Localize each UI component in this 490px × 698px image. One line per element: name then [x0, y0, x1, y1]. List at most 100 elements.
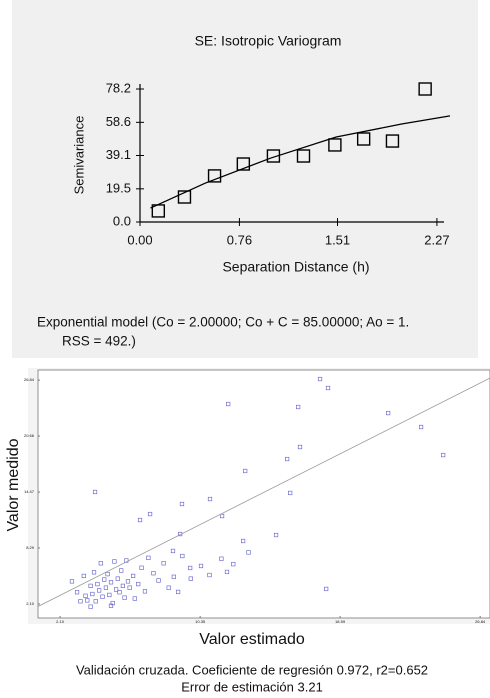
point: [418, 424, 424, 430]
x-tick-label: 0.00: [127, 232, 152, 247]
point: [142, 589, 148, 594]
y-tick-label: 8.29: [26, 545, 35, 550]
chart-title: SE: Isotropic Variogram: [195, 33, 342, 49]
point: [385, 134, 400, 148]
point: [180, 553, 185, 559]
point: [120, 583, 125, 588]
point: [132, 596, 137, 601]
point: [224, 569, 230, 575]
point: [122, 595, 127, 600]
point: [296, 149, 311, 163]
annotation: Exponential model (Co = 2.00000; Co + C …: [37, 315, 409, 330]
point: [207, 169, 222, 183]
y-tick-label: 78.2: [106, 80, 131, 95]
fit-line: [150, 115, 451, 209]
point: [102, 577, 107, 582]
x-tick-label: 1.51: [325, 232, 350, 247]
point: [297, 444, 303, 450]
point: [147, 511, 153, 517]
point: [188, 565, 193, 571]
point: [108, 580, 114, 585]
point: [125, 579, 131, 584]
point: [226, 401, 231, 407]
point: [127, 585, 132, 590]
annotation: RSS = 492.): [62, 334, 136, 349]
point: [130, 573, 136, 579]
y-tick-label: 2.10: [26, 601, 35, 606]
point: [236, 157, 251, 171]
point: [137, 517, 143, 523]
point: [175, 589, 181, 595]
point: [88, 583, 93, 588]
fit-line: [37, 377, 490, 607]
point: [296, 404, 301, 410]
point: [146, 555, 151, 560]
point: [107, 592, 112, 598]
point: [171, 574, 176, 579]
y-tick-label: 0.0: [113, 213, 131, 228]
point: [273, 532, 279, 538]
point: [95, 581, 100, 587]
point: [243, 468, 248, 474]
x-tick-label: 2.10: [56, 619, 65, 624]
point: [179, 501, 185, 507]
point: [74, 590, 80, 595]
point: [441, 452, 446, 458]
point: [219, 556, 224, 561]
scatter-plot-area: [37, 369, 490, 619]
x-axis-label: Valor estimado: [199, 631, 305, 648]
y-tick-label: 20.66: [24, 433, 35, 438]
point: [88, 604, 93, 609]
point: [115, 576, 120, 581]
point: [188, 576, 193, 581]
point: [166, 585, 171, 590]
point: [97, 588, 102, 593]
point: [69, 579, 75, 584]
point: [83, 593, 88, 598]
point: [103, 585, 109, 590]
y-tick-label: 19.5: [106, 180, 131, 195]
x-tick-label: 2.27: [424, 232, 449, 247]
point: [105, 572, 110, 577]
point: [78, 599, 83, 604]
point: [136, 581, 141, 587]
point: [117, 590, 122, 595]
point: [114, 587, 119, 592]
y-tick-label: 58.6: [106, 114, 131, 129]
point: [386, 410, 391, 416]
point: [139, 565, 144, 570]
point: [98, 561, 103, 566]
point: [108, 603, 114, 608]
point: [317, 376, 323, 382]
caption: Validación cruzada. Coeficiente de regre…: [76, 662, 428, 677]
x-axis-label: Separation Distance (h): [222, 259, 369, 275]
point: [93, 599, 98, 604]
point: [324, 586, 329, 592]
point: [207, 496, 213, 502]
y-axis-label: Valor medido: [5, 438, 22, 531]
point: [231, 562, 236, 567]
x-tick-label: 26.84: [475, 619, 486, 624]
point: [119, 568, 124, 573]
point: [177, 190, 192, 204]
x-tick-label: 18.59: [335, 619, 346, 624]
point: [161, 561, 166, 566]
y-axis-label: Semivariance: [71, 116, 86, 195]
point: [284, 456, 290, 462]
point: [85, 598, 90, 603]
point: [325, 385, 331, 391]
point: [81, 573, 86, 579]
point: [90, 591, 95, 597]
x-tick-label: 10.35: [195, 619, 206, 624]
point: [418, 82, 432, 96]
point: [151, 571, 156, 576]
point: [100, 594, 105, 599]
y-tick-label: 26.84: [24, 377, 35, 382]
point: [91, 570, 97, 575]
point: [112, 559, 117, 564]
point: [246, 550, 251, 555]
x-tick-label: 0.76: [227, 232, 252, 247]
point: [156, 578, 161, 583]
